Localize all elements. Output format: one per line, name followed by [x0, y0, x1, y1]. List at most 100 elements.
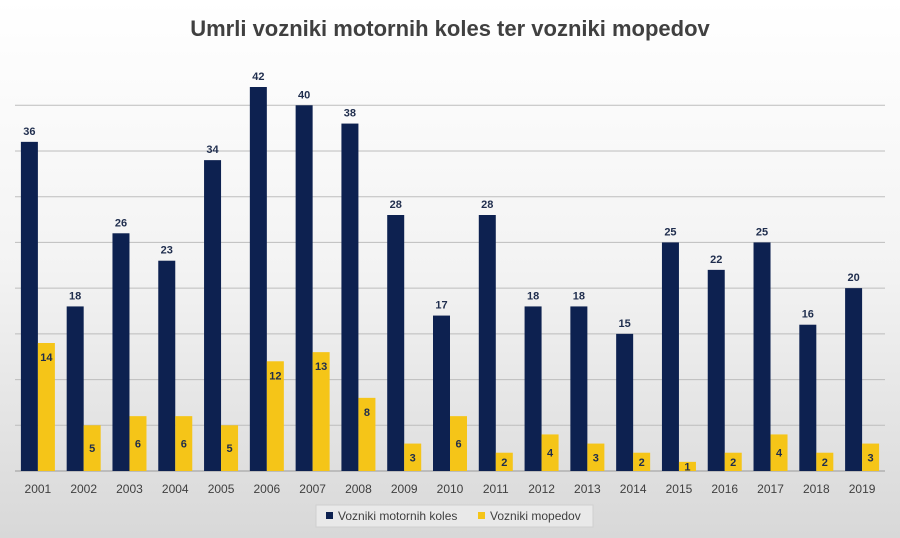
data-label-moped-2013: 3 — [593, 452, 599, 464]
data-label-moped-2012: 4 — [547, 448, 554, 460]
legend: Vozniki motornih koles Vozniki mopedov — [315, 504, 594, 528]
bar-moped-2006 — [266, 361, 284, 471]
x-tick-label-2014: 2014 — [620, 482, 647, 496]
bars — [20, 87, 880, 472]
bar-motor-2011 — [478, 215, 496, 471]
data-label-motor-2009: 28 — [390, 199, 402, 211]
x-tick-label-2015: 2015 — [666, 482, 693, 496]
bar-moped-2003 — [129, 416, 147, 471]
data-label-moped-2005: 5 — [226, 443, 232, 455]
data-label-moped-2008: 8 — [364, 407, 370, 419]
data-label-motor-2014: 15 — [619, 318, 631, 330]
bar-moped-2013 — [587, 443, 605, 471]
x-tick-label-2019: 2019 — [849, 482, 876, 496]
legend-label-moped: Vozniki mopedov — [490, 509, 581, 523]
x-tick-label-2002: 2002 — [70, 482, 97, 496]
x-tick-label-2006: 2006 — [253, 482, 280, 496]
x-tick-label-2010: 2010 — [437, 482, 464, 496]
bar-motor-2002 — [66, 306, 84, 471]
bar-moped-2011 — [495, 452, 513, 471]
bar-motor-2001 — [20, 141, 38, 471]
data-label-motor-2001: 36 — [23, 126, 35, 138]
bar-motor-2016 — [707, 269, 725, 471]
data-label-motor-2010: 17 — [435, 300, 447, 312]
data-label-motor-2004: 23 — [161, 245, 173, 257]
x-tick-label-2004: 2004 — [162, 482, 189, 496]
data-label-motor-2005: 34 — [206, 144, 219, 156]
data-label-motor-2002: 18 — [69, 290, 81, 302]
bar-moped-2005 — [221, 425, 239, 471]
bar-motor-2014 — [616, 333, 634, 471]
data-label-moped-2003: 6 — [135, 439, 141, 451]
x-tick-label-2008: 2008 — [345, 482, 372, 496]
bar-moped-2019 — [862, 443, 880, 471]
data-label-motor-2012: 18 — [527, 290, 539, 302]
chart-title: Umrli vozniki motornih koles ter vozniki… — [190, 16, 710, 41]
bar-motor-2007 — [295, 105, 313, 472]
data-label-moped-2007: 13 — [315, 361, 327, 373]
bar-motor-2010 — [433, 315, 450, 471]
data-label-moped-2009: 3 — [410, 452, 416, 464]
data-label-motor-2013: 18 — [573, 290, 585, 302]
data-label-motor-2003: 26 — [115, 217, 127, 229]
data-label-moped-2017: 4 — [776, 448, 783, 460]
bar-motor-2004 — [158, 260, 176, 471]
x-tick-label-2018: 2018 — [803, 482, 830, 496]
data-label-moped-2016: 2 — [730, 457, 736, 469]
bar-moped-2001 — [37, 343, 55, 471]
bar-moped-2012 — [541, 434, 559, 471]
data-label-moped-2002: 5 — [89, 443, 95, 455]
x-tick-label-2007: 2007 — [299, 482, 326, 496]
data-label-moped-2004: 6 — [181, 439, 187, 451]
data-label-motor-2007: 40 — [298, 89, 310, 101]
x-tick-label-2001: 2001 — [25, 482, 52, 496]
data-label-moped-2019: 3 — [868, 452, 874, 464]
legend-swatch-moped — [478, 512, 485, 519]
bar-motor-2006 — [249, 87, 267, 471]
data-label-moped-2018: 2 — [822, 457, 828, 469]
bar-motor-2003 — [112, 233, 130, 471]
bar-moped-2018 — [816, 452, 834, 471]
x-axis: 2001 2002 2003 2004 2005 2006 2007 2008 2009 2010… — [25, 482, 876, 496]
bar-moped-2002 — [83, 425, 101, 471]
data-label-motor-2017: 25 — [756, 226, 768, 238]
bar-motor-2015 — [661, 242, 679, 471]
x-tick-label-2011: 2011 — [483, 482, 509, 496]
data-label-motor-2008: 38 — [344, 108, 356, 120]
data-label-moped-2006: 12 — [269, 370, 281, 382]
bar-moped-2008 — [358, 397, 376, 471]
bar-motor-2009 — [387, 215, 405, 471]
data-label-moped-2014: 2 — [639, 457, 645, 469]
bar-moped-2014 — [633, 452, 651, 471]
x-tick-label-2009: 2009 — [391, 482, 418, 496]
x-tick-label-2017: 2017 — [757, 482, 784, 496]
data-label-motor-2016: 22 — [710, 254, 722, 266]
bar-motor-2019 — [845, 288, 863, 471]
legend-swatch-motor — [326, 512, 333, 519]
bar-moped-2010 — [450, 416, 467, 471]
data-label-motor-2015: 25 — [664, 226, 676, 238]
x-tick-label-2012: 2012 — [528, 482, 555, 496]
bar-moped-2004 — [175, 416, 193, 471]
data-label-moped-2015: 1 — [684, 461, 690, 473]
bar-motor-2012 — [524, 306, 542, 471]
data-label-motor-2019: 20 — [847, 272, 859, 284]
data-label-motor-2006: 42 — [252, 71, 264, 83]
data-label-motor-2018: 16 — [802, 309, 814, 321]
x-tick-label-2003: 2003 — [116, 482, 143, 496]
bar-motor-2005 — [204, 160, 222, 471]
bar-moped-2007 — [312, 352, 330, 471]
x-tick-label-2016: 2016 — [711, 482, 738, 496]
data-labels: 3614185266236345421240133882831762821841… — [23, 71, 873, 473]
bar-moped-2009 — [404, 443, 422, 471]
bar-moped-2016 — [724, 452, 742, 471]
data-label-moped-2001: 14 — [40, 352, 53, 364]
bar-motor-2013 — [570, 306, 588, 471]
bar-motor-2017 — [753, 242, 771, 471]
bar-moped-2017 — [770, 434, 788, 471]
legend-box — [315, 504, 594, 528]
x-tick-label-2005: 2005 — [208, 482, 235, 496]
bar-motor-2018 — [799, 324, 817, 471]
